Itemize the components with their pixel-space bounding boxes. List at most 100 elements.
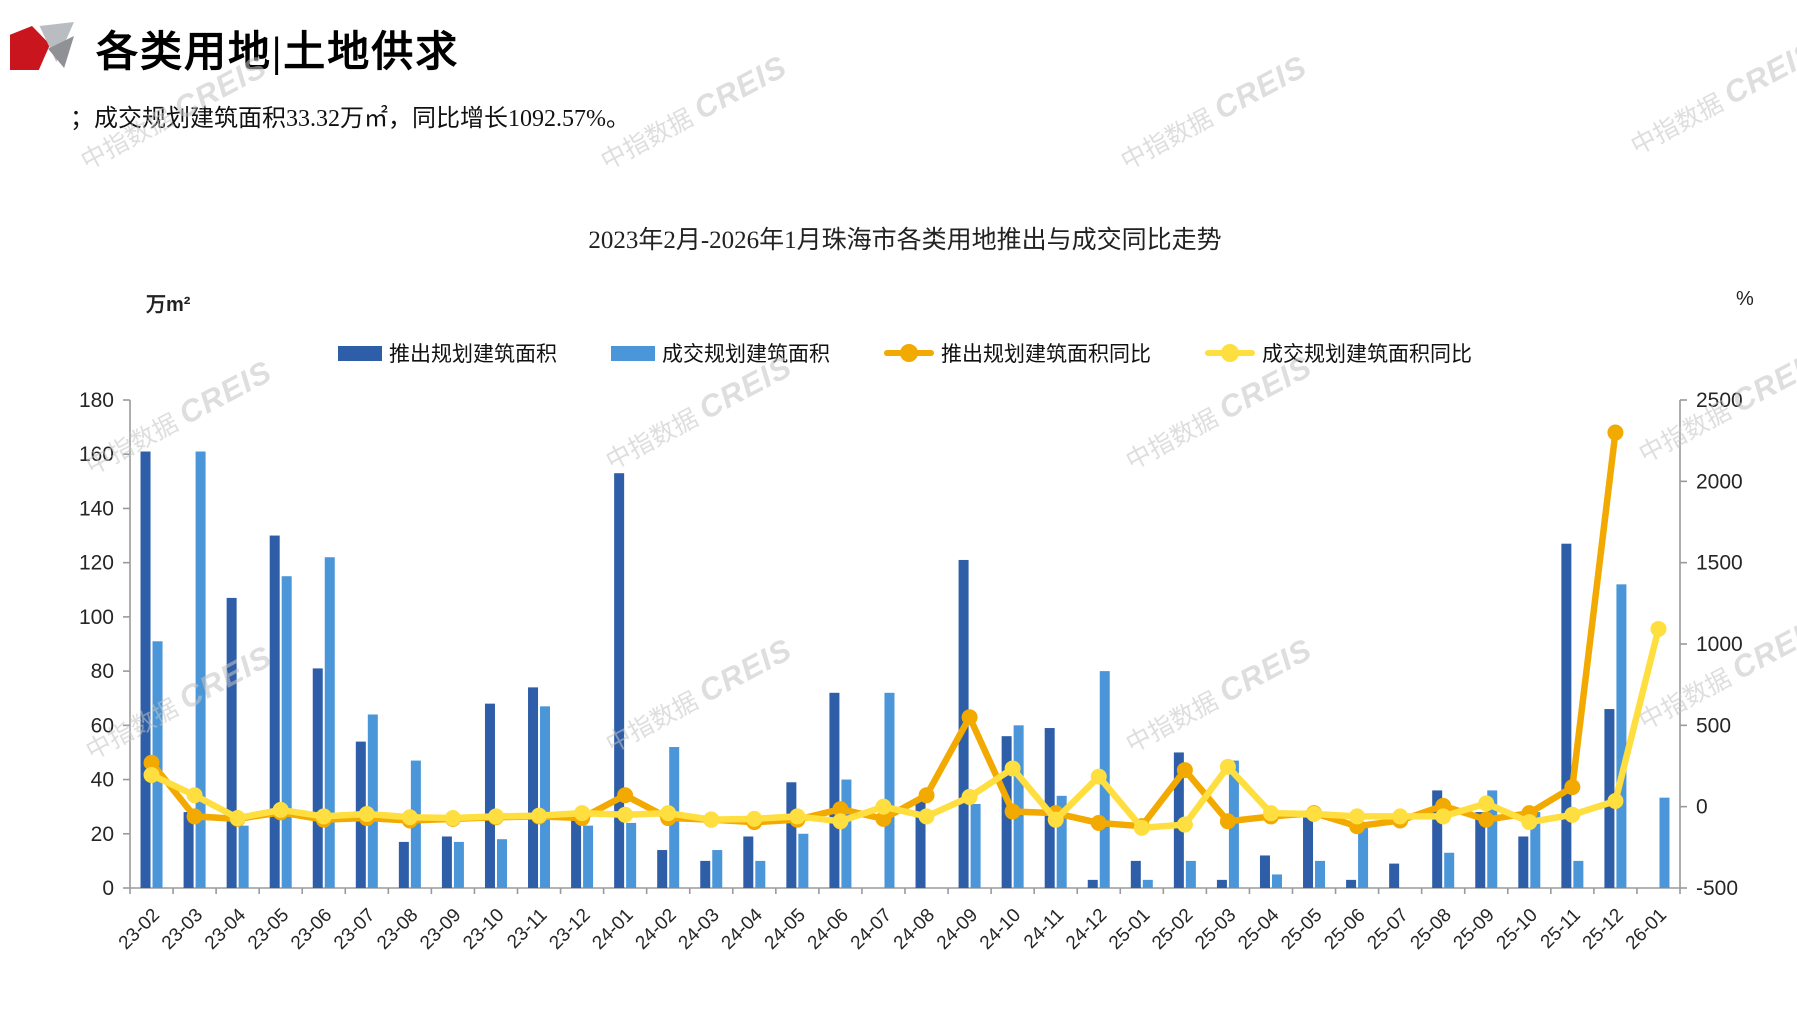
right-axis-tick-labels: -500 0 500 1000 1500 2000 2500 bbox=[1696, 389, 1743, 900]
right-axis-unit-label: % bbox=[1736, 288, 1754, 310]
bar-23-05 bbox=[269, 535, 280, 888]
bar-25-07 bbox=[1389, 863, 1400, 888]
svg-text:24-08: 24-08 bbox=[890, 905, 939, 954]
chart-title: 2023年2月-2026年1月珠海市各类用地推出与成交同比走势 bbox=[588, 227, 1222, 254]
marker bbox=[1090, 768, 1107, 785]
legend-item-2: 推出规划建筑面积同比 bbox=[884, 338, 1151, 368]
x-axis-tick-labels: 23-0223-0323-0423-0523-0623-0723-0823-09… bbox=[115, 904, 1671, 954]
svg-text:180: 180 bbox=[79, 389, 114, 412]
marker bbox=[1133, 819, 1150, 836]
series-chengjiao-yoy-line bbox=[143, 620, 1667, 836]
svg-text:23-09: 23-09 bbox=[416, 905, 465, 954]
svg-text:23-11: 23-11 bbox=[503, 905, 551, 953]
marker bbox=[1176, 762, 1193, 779]
bar-23-06 bbox=[324, 557, 335, 888]
legend-line-swatch bbox=[1205, 344, 1255, 362]
bar-25-08 bbox=[1444, 852, 1455, 888]
bar-24-04 bbox=[755, 860, 766, 888]
bar-25-02 bbox=[1185, 860, 1196, 888]
svg-text:25-06: 25-06 bbox=[1320, 905, 1369, 954]
bar-24-06 bbox=[841, 779, 852, 888]
svg-text:25-08: 25-08 bbox=[1407, 905, 1456, 954]
marker bbox=[574, 805, 591, 822]
bar-25-05 bbox=[1315, 860, 1326, 888]
bar-23-08 bbox=[398, 841, 409, 888]
marker bbox=[531, 807, 548, 824]
bar-23-03 bbox=[183, 812, 194, 888]
marker bbox=[315, 808, 332, 825]
svg-text:120: 120 bbox=[79, 552, 114, 575]
svg-text:60: 60 bbox=[91, 714, 114, 737]
marker bbox=[1478, 811, 1495, 828]
svg-text:160: 160 bbox=[79, 443, 114, 466]
bar-26-01 bbox=[1659, 797, 1670, 888]
marker bbox=[746, 810, 763, 827]
bar-25-01 bbox=[1142, 879, 1153, 888]
axes bbox=[123, 399, 1687, 894]
marker bbox=[1349, 808, 1366, 825]
left-axis-tick-labels: 0 20 40 60 80 100 120 140 160 180 bbox=[79, 389, 114, 900]
legend-label: 推出规划建筑面积同比 bbox=[941, 342, 1151, 366]
marker bbox=[1262, 805, 1279, 822]
bar-24-07 bbox=[884, 692, 895, 888]
svg-text:23-05: 23-05 bbox=[244, 905, 293, 954]
svg-text:24-06: 24-06 bbox=[804, 905, 853, 954]
svg-text:24-11: 24-11 bbox=[1020, 905, 1068, 953]
bar-24-09 bbox=[970, 803, 981, 888]
svg-text:1000: 1000 bbox=[1696, 633, 1743, 656]
svg-text:500: 500 bbox=[1696, 714, 1731, 737]
marker bbox=[1176, 816, 1193, 833]
svg-text:25-03: 25-03 bbox=[1191, 905, 1240, 954]
summary-text: ；成交规划建筑面积33.32万㎡，同比增长1092.57%。 bbox=[70, 106, 630, 132]
marker bbox=[186, 787, 203, 804]
marker bbox=[1607, 792, 1624, 809]
marker bbox=[1004, 760, 1021, 777]
bar-24-02 bbox=[657, 850, 668, 888]
svg-text:24-03: 24-03 bbox=[675, 905, 724, 954]
bar-23-12 bbox=[583, 825, 594, 888]
marker bbox=[918, 787, 935, 804]
svg-text:23-08: 23-08 bbox=[373, 905, 422, 954]
bar-24-03 bbox=[700, 860, 711, 888]
marker bbox=[1564, 779, 1581, 796]
bar-23-12 bbox=[571, 814, 582, 888]
svg-text:2000: 2000 bbox=[1696, 470, 1743, 493]
marker bbox=[143, 766, 160, 783]
marker bbox=[1521, 814, 1538, 831]
marker bbox=[832, 813, 849, 830]
bar-24-05 bbox=[798, 833, 809, 888]
bar-25-01 bbox=[1130, 860, 1141, 888]
svg-text:0: 0 bbox=[1696, 796, 1708, 819]
marker bbox=[1090, 814, 1107, 831]
bar-23-05 bbox=[281, 576, 292, 888]
bar-24-12 bbox=[1087, 879, 1098, 888]
svg-text:24-01: 24-01 bbox=[588, 905, 637, 954]
marker bbox=[832, 801, 849, 818]
marker bbox=[1004, 803, 1021, 820]
svg-text:0: 0 bbox=[102, 877, 114, 900]
bar-25-12 bbox=[1616, 584, 1627, 888]
svg-text:25-09: 25-09 bbox=[1450, 905, 1499, 954]
svg-text:25-02: 25-02 bbox=[1148, 905, 1197, 954]
svg-text:26-01: 26-01 bbox=[1622, 905, 1671, 954]
svg-text:24-04: 24-04 bbox=[718, 904, 768, 954]
bar-23-09 bbox=[453, 841, 464, 888]
bar-24-06 bbox=[829, 692, 840, 888]
bar-23-06 bbox=[312, 668, 323, 888]
legend-label: 推出规划建筑面积 bbox=[389, 342, 557, 366]
page-title: 各类用地|土地供求 bbox=[96, 30, 460, 76]
svg-text:100: 100 bbox=[79, 606, 114, 629]
bar-24-08 bbox=[915, 801, 926, 888]
bar-25-05 bbox=[1303, 817, 1314, 888]
legend-label: 成交规划建筑面积 bbox=[662, 342, 830, 366]
bar-23-03 bbox=[195, 451, 206, 888]
marker bbox=[1435, 808, 1452, 825]
svg-text:23-03: 23-03 bbox=[158, 905, 207, 954]
marker bbox=[961, 709, 978, 726]
bar-25-04 bbox=[1271, 874, 1282, 888]
bar-25-06 bbox=[1358, 822, 1369, 888]
bar-23-04 bbox=[226, 597, 237, 888]
svg-text:80: 80 bbox=[91, 660, 114, 683]
svg-text:23-06: 23-06 bbox=[287, 905, 336, 954]
marker bbox=[186, 808, 203, 825]
